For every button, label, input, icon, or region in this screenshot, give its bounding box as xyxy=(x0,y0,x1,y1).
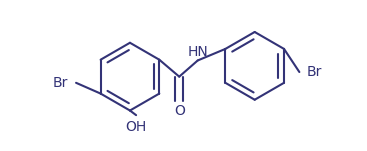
Text: HN: HN xyxy=(187,45,208,59)
Text: Br: Br xyxy=(307,65,323,79)
Text: Br: Br xyxy=(53,76,68,90)
Text: O: O xyxy=(174,104,185,117)
Text: OH: OH xyxy=(126,120,147,134)
